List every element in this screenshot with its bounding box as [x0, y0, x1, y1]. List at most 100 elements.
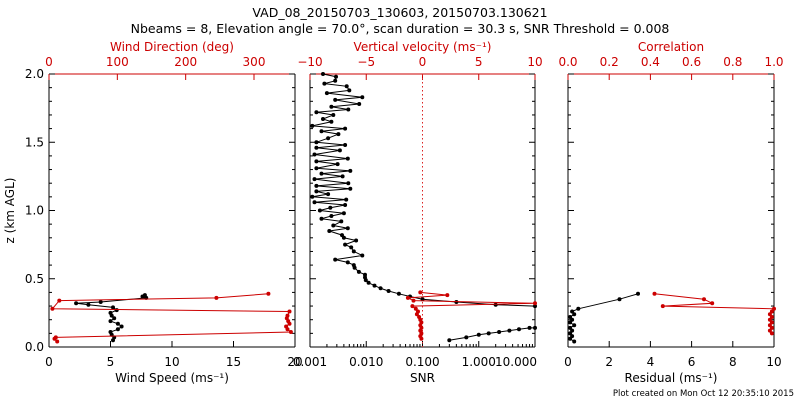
data-point: [349, 245, 354, 250]
data-point: [360, 95, 365, 100]
data-point: [357, 102, 362, 106]
snr-profile-series-0: [310, 72, 537, 309]
data-point: [527, 325, 532, 330]
data-point: [111, 338, 115, 343]
x-top-tick-label: 1.0: [764, 55, 783, 69]
y-tick-label: 0.0: [25, 340, 44, 354]
data-point: [115, 321, 120, 326]
x-top-tick-label: 0.2: [600, 55, 619, 69]
series-line: [312, 73, 536, 307]
data-point: [413, 306, 418, 311]
data-point: [319, 171, 324, 176]
data-point: [447, 338, 452, 343]
x-top-tick-label: 10: [527, 55, 542, 69]
x-bottom-axis-label: Wind Speed (ms⁻¹): [115, 371, 229, 385]
data-point: [329, 119, 334, 124]
data-point: [333, 257, 338, 262]
data-point: [420, 297, 425, 302]
data-point: [486, 331, 491, 336]
y-tick-label: 2.0: [25, 67, 44, 81]
title-line-2: Nbeams = 8, Elevation angle = 70.0°, sca…: [131, 21, 670, 36]
x-bottom-tick-label: 2: [605, 355, 613, 369]
x-bottom-tick-label: 1.000: [462, 355, 496, 369]
data-point: [329, 104, 334, 109]
data-point: [576, 306, 581, 311]
data-point: [314, 145, 319, 150]
data-point: [57, 298, 62, 303]
data-point: [334, 74, 338, 79]
data-point: [572, 323, 577, 328]
data-point: [326, 192, 331, 197]
y-tick-label: 1.5: [25, 135, 44, 149]
data-point: [331, 223, 336, 228]
data-point: [331, 113, 336, 117]
data-point: [314, 110, 319, 115]
data-point: [343, 242, 348, 247]
plot-created-note: Plot created on Mon Oct 12 20:35:10 2015: [613, 389, 794, 399]
x-top-tick-label: 5: [475, 55, 483, 69]
data-point: [652, 291, 657, 296]
series-line: [654, 293, 776, 334]
x-bottom-tick-label: 4: [647, 355, 655, 369]
data-point: [772, 306, 776, 311]
data-point: [314, 159, 319, 164]
data-point: [340, 174, 345, 179]
data-point: [507, 328, 512, 333]
x-top-tick-label: 0.4: [641, 55, 660, 69]
data-point: [341, 211, 346, 216]
wind-profile-panel: 0.0 0.5 1.0 1.5 2.0 z (km AGL) 0 5 10 15 20 Wind Sp…: [3, 40, 303, 385]
y-axis-label: z (km AGL): [3, 178, 17, 244]
data-point: [74, 301, 79, 306]
data-point: [372, 283, 377, 288]
data-point: [314, 189, 319, 194]
data-point: [310, 123, 315, 128]
data-point: [314, 166, 319, 171]
data-point: [214, 295, 219, 300]
data-point: [346, 181, 351, 186]
data-point: [533, 304, 537, 309]
data-point: [347, 88, 352, 93]
data-point: [333, 78, 338, 83]
series-line: [569, 293, 639, 342]
x-top-tick-label: 300: [243, 55, 266, 69]
x-bottom-axis-label: Residual (ms⁻¹): [625, 371, 718, 385]
x-top-tick-label: −10: [297, 55, 322, 69]
x-bottom-tick-label: 10: [164, 355, 179, 369]
correlation-residual-panel: 0 2 4 6 8 10 Residual (ms⁻¹) 0.0 0.2 0.4 0.6 0.8 1.0…: [558, 40, 783, 385]
series-line: [449, 327, 535, 341]
data-point: [119, 324, 124, 329]
x-bottom-tick-label: 15: [226, 355, 241, 369]
data-point: [319, 216, 324, 221]
x-bottom-tick-label: 20: [287, 355, 302, 369]
data-point: [570, 328, 575, 333]
data-point: [710, 301, 715, 306]
data-point: [346, 107, 351, 112]
data-point: [314, 140, 319, 145]
data-point: [660, 304, 665, 309]
data-point: [108, 319, 113, 324]
data-point: [55, 339, 60, 344]
data-point: [396, 291, 401, 296]
data-point: [98, 300, 103, 304]
x-top-tick-label: 100: [106, 55, 129, 69]
y-tick-label: 1.0: [25, 204, 44, 218]
series-line: [51, 293, 293, 342]
x-bottom-tick-label: 0: [45, 355, 53, 369]
data-point: [321, 117, 325, 121]
data-point: [333, 97, 338, 102]
data-point: [378, 286, 383, 291]
data-point: [321, 72, 325, 76]
data-point: [287, 309, 292, 314]
data-point: [319, 129, 324, 134]
data-point: [568, 336, 573, 341]
data-point: [411, 298, 416, 303]
data-point: [354, 238, 359, 243]
data-point: [109, 313, 114, 318]
data-point: [363, 278, 368, 283]
data-point: [769, 320, 774, 325]
data-point: [336, 132, 341, 137]
data-point: [312, 152, 317, 157]
data-point: [112, 316, 117, 321]
data-point: [572, 312, 577, 317]
x-bottom-axis-label: SNR: [410, 371, 435, 385]
